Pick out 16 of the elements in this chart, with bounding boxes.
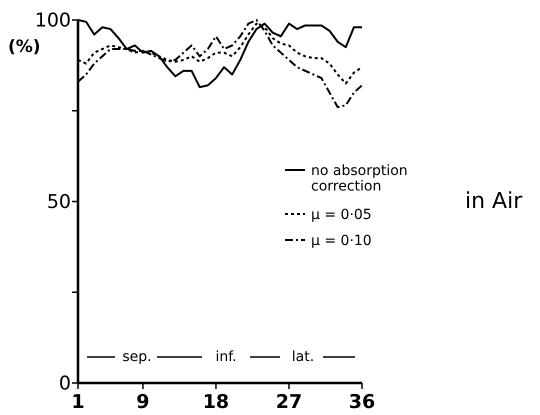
x-tick-label: 9 [136,391,150,413]
annotation: inf. [215,349,237,365]
y-tick-label: 50 [46,191,71,214]
legend-label: μ = 0·05 [311,206,372,223]
x-tick-label: 36 [348,391,376,413]
text: in Air [465,189,524,214]
annotation: sep. [122,349,152,365]
x-tick-label: 1 [71,391,85,413]
legend-label: no absorption correction [311,162,408,194]
annotation: lat. [292,349,314,365]
y-axis-title: (%) [8,37,41,57]
x-tick-label: 18 [202,391,230,413]
y-tick-label: 100 [34,10,71,32]
x-tick-label: 27 [276,391,302,413]
y-tick-label: 0 [58,372,71,395]
legend-label: μ = 0·10 [311,232,372,249]
